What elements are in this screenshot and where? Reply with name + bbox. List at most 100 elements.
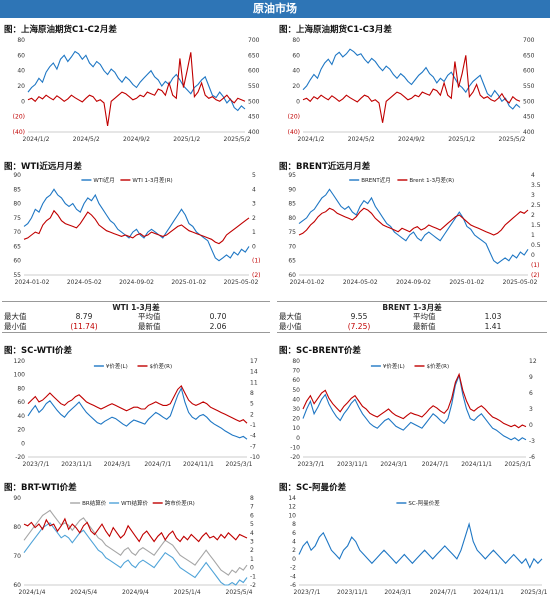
y-right-tick-label: (2) <box>252 272 261 279</box>
y-right-tick-label: (1) <box>252 258 261 265</box>
y-left-tick-label: (40) <box>288 129 300 136</box>
x-tick-label: 2025/5/4 <box>226 589 253 596</box>
y-right-tick-label: 1.5 <box>531 222 541 229</box>
y-left-tick-label: (20) <box>288 114 300 121</box>
stats-key: 最小值 <box>4 321 27 331</box>
series-line-blue <box>302 48 521 110</box>
x-tick-label: 2024/11/1 <box>473 589 504 596</box>
y-left-tick-label: 60 <box>17 52 25 59</box>
y-right-tick-label: 3 <box>252 201 256 208</box>
x-tick-label: 2024/9/2 <box>123 136 150 143</box>
y-left-tick-label: 85 <box>13 186 21 193</box>
x-tick-label: 2024/3/1 <box>380 461 407 468</box>
y-right-tick-label: -3 <box>529 438 535 445</box>
y-left-tick-label: 50 <box>292 387 300 394</box>
y-right-tick-label: 450 <box>523 114 535 121</box>
y-right-tick-label: 650 <box>523 52 535 59</box>
y-left-tick-label: 0 <box>296 98 300 105</box>
y-left-tick-label: 80 <box>292 358 300 365</box>
y-left-tick-label: 95 <box>288 172 296 179</box>
y-left-tick-label: 70 <box>13 229 21 236</box>
y-right-tick-label: 650 <box>248 52 260 59</box>
legend-label: WTI近月 <box>93 176 114 184</box>
y-left-tick-label: 60 <box>13 258 21 265</box>
x-tick-label: 2023/7/1 <box>23 461 50 468</box>
y-right-tick-label: 700 <box>523 37 535 44</box>
y-right-tick-label: -4 <box>250 433 256 440</box>
y-right-tick-label: 600 <box>523 68 535 75</box>
x-tick-label: 2024-09-02 <box>396 279 431 286</box>
y-right-tick-label: 0.5 <box>531 242 541 249</box>
series-line-WTI 1-3月差(R) <box>23 209 250 245</box>
y-right-tick-label: 1 <box>252 229 256 236</box>
y-left-tick-label: 40 <box>17 413 25 420</box>
y-left-tick-label: 20 <box>292 416 300 423</box>
y-left-tick-label: 120 <box>14 358 26 365</box>
y-left-tick-label: 100 <box>14 372 26 379</box>
series-line-¥价差(L) <box>27 386 248 440</box>
y-left-tick-label: 40 <box>292 68 300 75</box>
x-tick-label: 2024/1/2 <box>23 136 50 143</box>
y-left-tick-label: 80 <box>17 385 25 392</box>
stats-value: (7.25) <box>347 321 371 331</box>
x-tick-label: 2024/5/4 <box>70 589 97 596</box>
y-left-tick-label: 20 <box>17 83 25 90</box>
x-tick-label: 2024-05-02 <box>67 279 102 286</box>
y-left-tick-label: 8 <box>292 521 296 528</box>
panel-title-p3: 图：WTI近远月月差 <box>4 162 82 172</box>
y-right-tick-label: 0 <box>529 422 533 429</box>
y-right-tick-label: 3 <box>529 406 533 413</box>
x-tick-label: 2025/3/1 <box>226 461 253 468</box>
y-left-tick-label: 4 <box>292 539 296 546</box>
y-right-tick-label: 11 <box>250 379 258 386</box>
stats-value: 9.55 <box>350 312 368 321</box>
chart-sc-wti: 120 100 80 60 40 20 0 -20 17 14 11 8 5 2 -1 -4 -7 -10 2023… <box>14 358 260 468</box>
y-left-tick-label: 60 <box>288 272 296 279</box>
y-left-tick-label: -6 <box>290 582 296 589</box>
wti-stats-title: WTI 1-3月差 <box>112 303 160 312</box>
y-right-tick-label: 2 <box>250 411 254 418</box>
chart-brent-spread: 959085807570656043.532.521.510.50(1)(2)2… <box>288 172 541 286</box>
stats-row: 最大值 9.55 平均值 1.03 <box>277 312 525 322</box>
legend-label: Brent 1-3月差(R) <box>409 176 454 184</box>
y-right-tick-label: (2) <box>531 272 540 279</box>
y-right-tick-label: 12 <box>529 358 537 365</box>
series-line-WTI近月 <box>23 188 250 262</box>
series-line-SC-阿曼价差 <box>298 522 543 569</box>
series-line-BR结算价 <box>23 509 248 576</box>
x-tick-label: 2025-05-02 <box>503 279 538 286</box>
x-tick-label: 2024/11/1 <box>461 461 492 468</box>
series-line-WTI结算价 <box>23 522 248 586</box>
stats-key: 平均值 <box>138 312 161 321</box>
y-right-tick-label: 2 <box>250 547 254 554</box>
series-line-$价差(R) <box>27 384 248 424</box>
y-right-tick-label: -6 <box>529 454 535 461</box>
y-left-tick-label: 12 <box>288 504 296 511</box>
y-right-tick-label: 400 <box>523 129 535 136</box>
panel-title-p7: 图：BRT-WTI价差 <box>4 483 77 493</box>
y-left-tick-label: 80 <box>13 524 21 531</box>
wti-stats-table: 最大值 8.79 平均值 0.70 最小值 (11.74) 最新值 2.06 <box>2 312 250 331</box>
y-right-tick-label: 400 <box>248 129 260 136</box>
y-left-tick-label: 6 <box>292 530 296 537</box>
x-tick-label: 2024/7/1 <box>144 461 171 468</box>
y-left-tick-label: 20 <box>292 83 300 90</box>
y-right-tick-label: 500 <box>523 98 535 105</box>
x-tick-label: 2024-05-02 <box>343 279 378 286</box>
page-header: 原油市场 <box>0 0 550 18</box>
y-left-tick-label: 65 <box>13 243 21 250</box>
y-right-tick-label: 14 <box>250 369 258 376</box>
series-line-跨市价差(R) <box>23 517 248 543</box>
y-left-tick-label: 0 <box>296 435 300 442</box>
wti-stats-frame <box>2 301 270 333</box>
y-left-tick-label: 90 <box>13 172 21 179</box>
series-line-Brent 1-3月差(R) <box>298 207 529 236</box>
y-right-tick-label: 7 <box>250 504 254 511</box>
y-left-tick-label: 75 <box>288 229 296 236</box>
stats-value: 2.06 <box>209 321 227 331</box>
y-right-tick-label: -7 <box>250 443 256 450</box>
series-line-blue <box>27 50 246 112</box>
y-left-tick-label: 14 <box>288 495 296 502</box>
